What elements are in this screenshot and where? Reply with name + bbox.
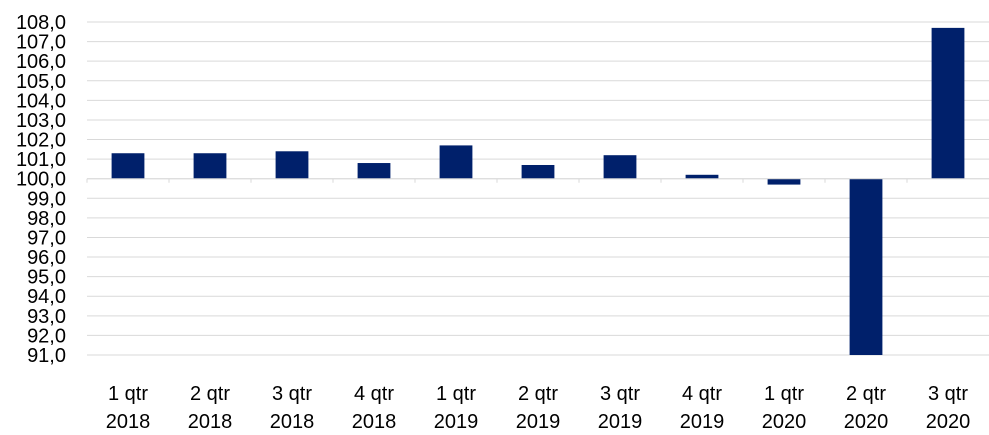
x-tick-label-quarter: 4 qtr [682, 383, 722, 405]
y-tick-label: 101,0 [16, 149, 66, 171]
y-tick-label: 102,0 [16, 130, 66, 152]
x-tick-label-year: 2020 [844, 411, 889, 433]
x-tick-label-year: 2019 [434, 411, 479, 433]
y-tick-label: 99,0 [27, 188, 66, 210]
x-tick-label-quarter: 2 qtr [518, 383, 558, 405]
bar [767, 178, 801, 185]
y-tick-label: 97,0 [27, 227, 66, 249]
x-tick-label-year: 2019 [598, 411, 643, 433]
x-axis-ticks: 1 qtr 2018 2 qtr 2018 3 qtr 2018 4 qtr 2018 1 qt… [106, 383, 971, 433]
y-tick-label: 91,0 [27, 345, 66, 367]
bar [849, 178, 883, 355]
y-tick-label: 107,0 [16, 32, 66, 54]
gridlines [87, 21, 989, 356]
x-tick-label-year: 2018 [352, 411, 397, 433]
bar [111, 153, 145, 179]
bar [193, 153, 227, 179]
y-tick-label: 106,0 [16, 51, 66, 73]
x-tick-label-quarter: 1 qtr [436, 383, 476, 405]
x-tick-label-quarter: 3 qtr [928, 383, 968, 405]
bar [439, 145, 473, 179]
x-tick-label-quarter: 3 qtr [272, 383, 312, 405]
x-tick-label-quarter: 4 qtr [354, 383, 394, 405]
bar [521, 164, 555, 179]
x-tick-label-quarter: 1 qtr [108, 383, 148, 405]
x-tick-label-quarter: 1 qtr [764, 383, 804, 405]
x-tick-label-year: 2019 [680, 411, 725, 433]
y-tick-label: 98,0 [27, 208, 66, 230]
x-tick-label-year: 2018 [106, 411, 151, 433]
y-tick-label: 100,0 [16, 169, 66, 191]
x-tick-label-year: 2020 [926, 411, 971, 433]
x-tick-label-year: 2018 [188, 411, 233, 433]
x-tick-label-year: 2018 [270, 411, 315, 433]
bars [111, 27, 965, 355]
y-tick-label: 94,0 [27, 286, 66, 308]
x-tick-label-quarter: 2 qtr [846, 383, 886, 405]
y-tick-label: 105,0 [16, 71, 66, 93]
y-tick-label: 103,0 [16, 110, 66, 132]
bar [603, 155, 637, 179]
x-tick-label-year: 2019 [516, 411, 561, 433]
bar [931, 27, 965, 179]
y-tick-label: 104,0 [16, 90, 66, 112]
baseline-axis [86, 178, 989, 183]
x-tick-label-year: 2020 [762, 411, 807, 433]
y-tick-label: 108,0 [16, 12, 66, 34]
bar [685, 174, 719, 179]
y-tick-label: 96,0 [27, 247, 66, 269]
y-tick-label: 93,0 [27, 306, 66, 328]
y-tick-label: 95,0 [27, 267, 66, 289]
x-tick-label-quarter: 2 qtr [190, 383, 230, 405]
x-tick-label-quarter: 3 qtr [600, 383, 640, 405]
bar [357, 163, 391, 179]
y-axis-ticks: 91,092,093,094,095,096,097,098,099,0100,… [16, 12, 66, 367]
y-tick-label: 92,0 [27, 325, 66, 347]
bar [275, 151, 309, 179]
